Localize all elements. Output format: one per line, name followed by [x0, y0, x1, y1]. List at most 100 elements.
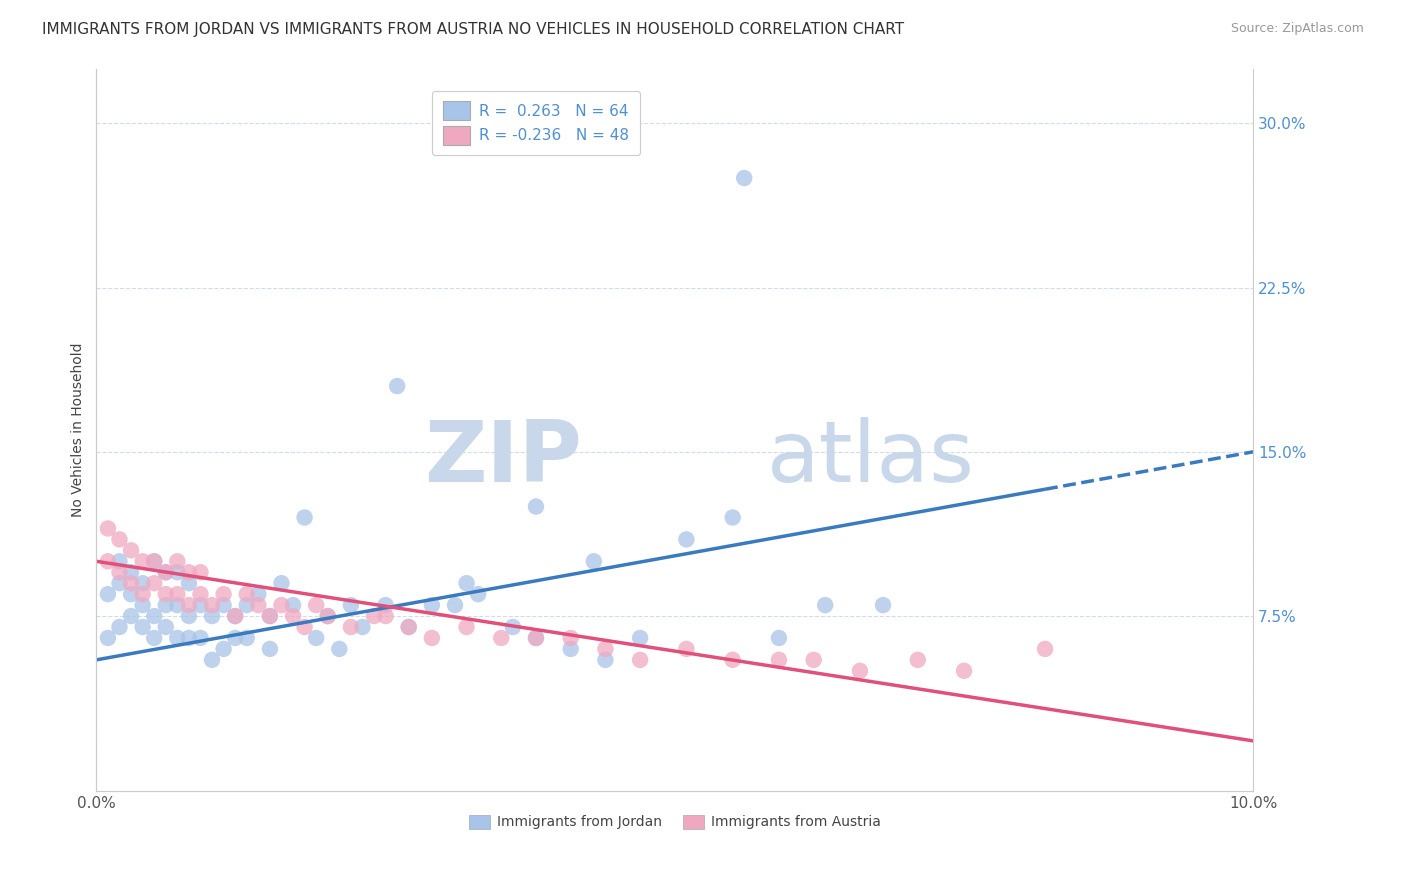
Point: [155, 587, 177, 601]
Point: [316, 609, 339, 624]
Point: [97, 587, 120, 601]
Point: [235, 587, 257, 601]
Point: [212, 587, 235, 601]
Point: [201, 609, 224, 624]
Point: [97, 631, 120, 645]
Point: [768, 653, 790, 667]
Point: [177, 631, 200, 645]
Point: [166, 566, 188, 580]
Point: [294, 510, 316, 524]
Point: [363, 609, 385, 624]
Point: [270, 598, 292, 612]
Point: [675, 641, 697, 656]
Point: [675, 533, 697, 547]
Point: [582, 554, 605, 568]
Point: [907, 653, 929, 667]
Point: [108, 620, 131, 634]
Point: [131, 554, 153, 568]
Point: [524, 631, 547, 645]
Point: [340, 620, 363, 634]
Point: [247, 598, 270, 612]
Point: [166, 554, 188, 568]
Point: [398, 620, 420, 634]
Point: [733, 171, 755, 186]
Point: [524, 500, 547, 514]
Point: [595, 653, 617, 667]
Point: [491, 631, 513, 645]
Point: [155, 620, 177, 634]
Point: [224, 609, 246, 624]
Point: [628, 631, 651, 645]
Point: [166, 587, 188, 601]
Point: [120, 566, 142, 580]
Point: [1033, 641, 1056, 656]
Point: [270, 576, 292, 591]
Point: [143, 631, 166, 645]
Point: [120, 609, 142, 624]
Point: [259, 609, 281, 624]
Point: [97, 554, 120, 568]
Text: ZIP: ZIP: [425, 417, 582, 500]
Point: [131, 576, 153, 591]
Point: [190, 598, 212, 612]
Point: [803, 653, 825, 667]
Point: [143, 576, 166, 591]
Point: [420, 598, 443, 612]
Point: [201, 598, 224, 612]
Point: [374, 609, 396, 624]
Point: [294, 620, 316, 634]
Point: [177, 576, 200, 591]
Point: [177, 598, 200, 612]
Point: [259, 641, 281, 656]
Point: [108, 566, 131, 580]
Point: [305, 631, 328, 645]
Point: [166, 598, 188, 612]
Point: [155, 598, 177, 612]
Point: [340, 598, 363, 612]
Point: [224, 631, 246, 645]
Point: [177, 609, 200, 624]
Point: [456, 576, 478, 591]
Point: [502, 620, 524, 634]
Point: [108, 554, 131, 568]
Legend: Immigrants from Jordan, Immigrants from Austria: Immigrants from Jordan, Immigrants from …: [464, 809, 886, 835]
Point: [374, 598, 396, 612]
Point: [247, 587, 270, 601]
Point: [212, 641, 235, 656]
Point: [628, 653, 651, 667]
Point: [177, 566, 200, 580]
Point: [560, 641, 582, 656]
Point: [190, 566, 212, 580]
Point: [212, 598, 235, 612]
Point: [281, 598, 304, 612]
Point: [872, 598, 894, 612]
Point: [235, 598, 257, 612]
Point: [155, 566, 177, 580]
Point: [120, 543, 142, 558]
Point: [524, 631, 547, 645]
Point: [814, 598, 837, 612]
Point: [131, 620, 153, 634]
Point: [281, 609, 304, 624]
Point: [131, 587, 153, 601]
Point: [224, 609, 246, 624]
Point: [444, 598, 467, 612]
Point: [352, 620, 374, 634]
Point: [143, 554, 166, 568]
Text: Source: ZipAtlas.com: Source: ZipAtlas.com: [1230, 22, 1364, 36]
Text: atlas: atlas: [768, 417, 976, 500]
Point: [328, 641, 350, 656]
Point: [420, 631, 443, 645]
Point: [467, 587, 489, 601]
Point: [120, 587, 142, 601]
Point: [849, 664, 872, 678]
Point: [235, 631, 257, 645]
Point: [305, 598, 328, 612]
Point: [155, 566, 177, 580]
Text: IMMIGRANTS FROM JORDAN VS IMMIGRANTS FROM AUSTRIA NO VEHICLES IN HOUSEHOLD CORRE: IMMIGRANTS FROM JORDAN VS IMMIGRANTS FRO…: [42, 22, 904, 37]
Point: [456, 620, 478, 634]
Point: [316, 609, 339, 624]
Point: [143, 609, 166, 624]
Point: [120, 576, 142, 591]
Point: [398, 620, 420, 634]
